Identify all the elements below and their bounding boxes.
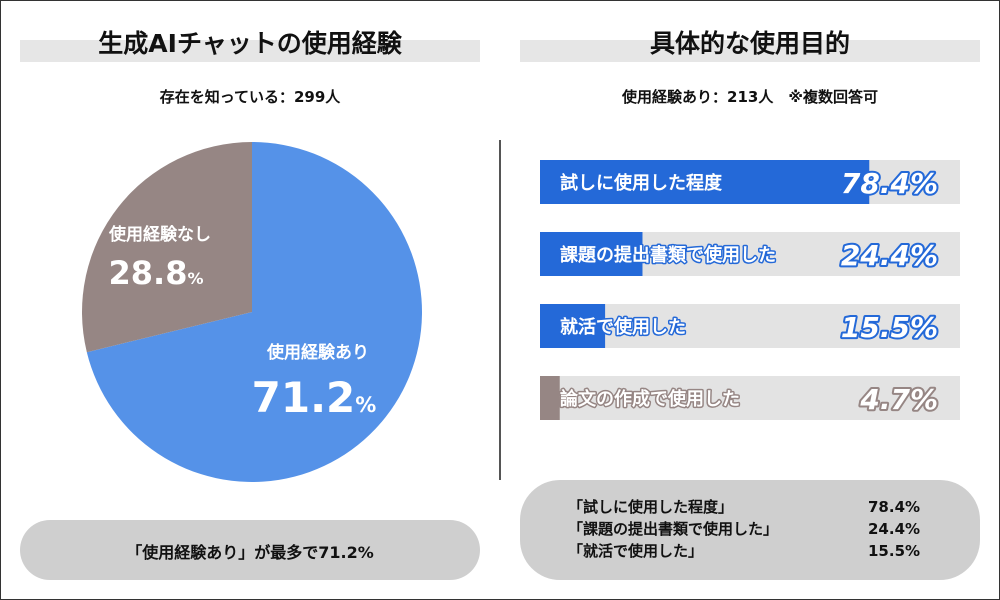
right-panel-title-bar: 具体的な使用目的 [520, 29, 980, 62]
summary-row-value: 15.5% [868, 542, 921, 560]
pie-slice-label: 使用経験あり [266, 342, 369, 363]
summary-row-value: 24.4% [868, 520, 921, 538]
right-panel-subtitle: 使用経験あり：213人 ※複数回答可 [622, 88, 878, 106]
right-summary-table: 「試しに使用した程度」 78.4% 「課題の提出書類で使用した」 24.4% 「… [568, 496, 928, 562]
bar-value-label: 78.4% [841, 167, 938, 200]
bar-value-label: 15.5% [841, 311, 938, 344]
right-summary-pill [520, 480, 980, 580]
summary-row-value: 78.4% [868, 498, 921, 516]
summary-row-label: 「試しに使用した程度」 [568, 498, 734, 516]
summary-row: 「就活で使用した」 15.5% [568, 540, 928, 562]
pie-slice-value-label: 71.2% [252, 373, 377, 422]
bar-track [540, 376, 960, 420]
summary-row-label: 「就活で使用した」 [568, 542, 704, 560]
pie-slice-label: 使用経験なし [108, 224, 211, 245]
panel-divider [499, 140, 501, 480]
bar-category-label: 試しに使用した程度 [560, 172, 723, 194]
bar-category-label: 課題の提出書類で使用した [560, 244, 776, 266]
bar [540, 232, 643, 276]
bar [540, 304, 606, 348]
summary-row-label: 「課題の提出書類で使用した」 [568, 520, 779, 538]
left-summary-text: 「使用経験あり」が最多で71.2% [126, 543, 374, 562]
bar-category-label: 就活で使用した [560, 316, 686, 338]
bar-category-label: 論文の作成で使用した [560, 388, 740, 410]
left-panel-title: 生成AIチャットの使用経験 [98, 29, 402, 58]
summary-row: 「試しに使用した程度」 78.4% [568, 496, 928, 518]
left-panel-title-bar: 生成AIチャットの使用経験 [20, 29, 480, 62]
usage-experience-pie-chart: 使用経験あり 71.2% 使用経験なし 28.8% [82, 142, 423, 482]
bar-track [540, 304, 960, 348]
bar [540, 376, 560, 420]
bar [540, 160, 870, 204]
pie-slice-value-label: 28.8% [109, 254, 204, 292]
summary-row: 「課題の提出書類で使用した」 24.4% [568, 518, 928, 540]
pie-slice [82, 142, 252, 353]
left-panel-subtitle: 存在を知っている：299人 [159, 88, 341, 106]
bar-value-label: 24.4% [841, 239, 938, 272]
right-panel-title: 具体的な使用目的 [649, 29, 850, 58]
left-summary-pill: 「使用経験あり」が最多で71.2% [20, 520, 480, 580]
bar-value-label: 4.7% [859, 383, 938, 416]
pie-slice [86, 142, 423, 482]
usage-purpose-bar-chart: 試しに使用した程度 78.4% 課題の提出書類で使用した 24.4% 就活で使用した 15… [540, 160, 960, 420]
